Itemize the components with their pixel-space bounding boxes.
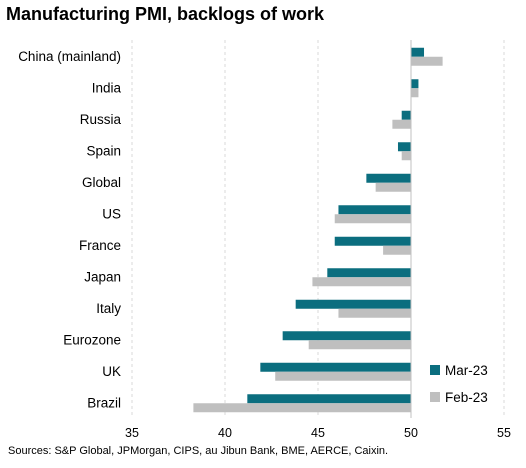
bar-feb-23 — [334, 214, 411, 224]
x-tick-label: 40 — [218, 426, 232, 440]
category-label: Brazil — [87, 395, 121, 410]
x-tick-label: 45 — [311, 426, 325, 440]
x-tick-label: 35 — [125, 426, 139, 440]
chart-title: Manufacturing PMI, backlogs of work — [6, 4, 325, 24]
category-label: Global — [82, 175, 121, 190]
category-label: India — [92, 80, 122, 95]
x-tick-label: 55 — [497, 426, 511, 440]
bar-feb-23 — [375, 182, 411, 192]
category-label: Eurozone — [63, 332, 121, 347]
bar-feb-23 — [411, 88, 419, 98]
bar-feb-23 — [411, 56, 443, 66]
x-tick-label: 50 — [404, 426, 418, 440]
bar-feb-23 — [392, 119, 411, 129]
bar-feb-23 — [312, 277, 411, 287]
category-label: Spain — [86, 143, 121, 158]
bar-mar-23 — [260, 362, 411, 372]
bar-feb-23 — [275, 371, 411, 381]
legend-swatch — [430, 365, 440, 375]
bar-mar-23 — [397, 142, 411, 152]
category-label: Japan — [84, 269, 121, 284]
bar-feb-23 — [338, 308, 411, 318]
legend-swatch — [430, 392, 440, 402]
category-label: Russia — [80, 112, 122, 127]
category-label: China (mainland) — [18, 49, 121, 64]
legend-label: Feb-23 — [445, 390, 488, 405]
bar-mar-23 — [334, 236, 411, 246]
bar-mar-23 — [282, 331, 411, 341]
bar-mar-23 — [295, 299, 411, 309]
bar-mar-23 — [327, 268, 411, 278]
bar-feb-23 — [308, 340, 411, 350]
bar-mar-23 — [401, 110, 411, 120]
category-label: UK — [102, 364, 121, 379]
bar-feb-23 — [193, 403, 411, 413]
category-label: France — [79, 238, 121, 253]
bar-mar-23 — [411, 47, 425, 57]
category-label: Italy — [96, 301, 121, 316]
source-note: Sources: S&P Global, JPMorgan, CIPS, au … — [8, 445, 389, 457]
bar-feb-23 — [401, 151, 411, 161]
bar-mar-23 — [411, 79, 419, 89]
bar-mar-23 — [247, 394, 411, 404]
legend-label: Mar-23 — [445, 363, 488, 378]
category-label: US — [102, 206, 121, 221]
bar-mar-23 — [366, 173, 411, 183]
bar-feb-23 — [383, 245, 411, 255]
bar-mar-23 — [338, 205, 411, 215]
